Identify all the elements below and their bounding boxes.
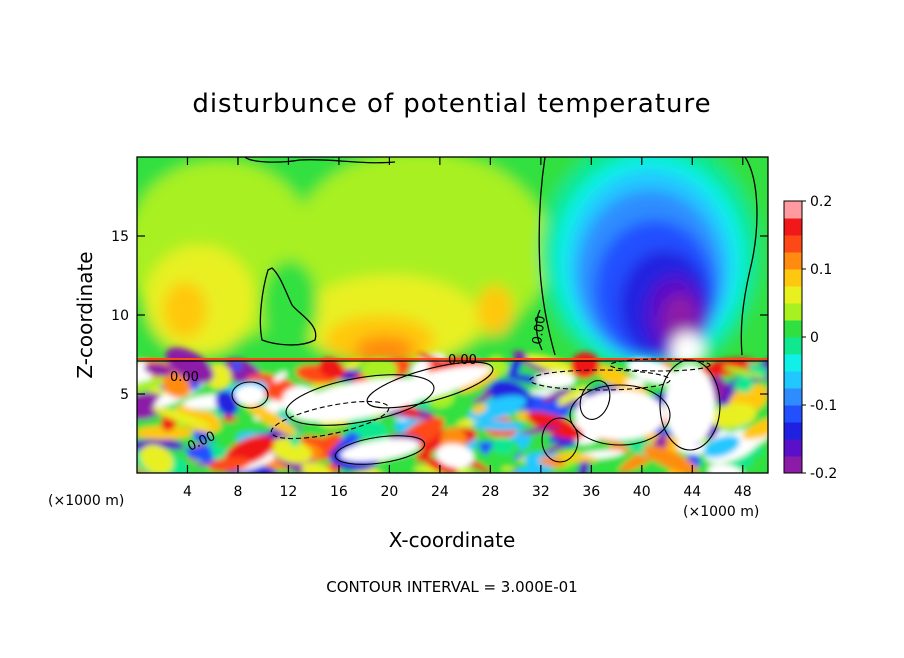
lower-layer (137, 347, 768, 473)
x-tick-label: 36 (582, 484, 600, 500)
heatmap-field (137, 157, 768, 473)
contour-label: 0.00 (448, 353, 477, 368)
contour-interval-note: CONTOUR INTERVAL = 3.000E-01 (326, 578, 577, 596)
y-tick-label: 15 (111, 229, 129, 245)
colorbar-swatch (784, 388, 802, 406)
colorbar-tick-label: -0.2 (810, 466, 837, 482)
colorbar: 0.2 0.1 0 -0.1 -0.2 (783, 194, 837, 482)
y-axis-label: Z-coordinate (73, 251, 97, 378)
x-tick-label: 16 (330, 484, 348, 500)
x-tick-label: 32 (532, 484, 550, 500)
x-tick-label: 48 (734, 484, 752, 500)
x-tick-label: 12 (280, 484, 298, 500)
contour-label: 0.00 (170, 370, 199, 385)
lower-contour-lines (231, 358, 721, 465)
y-tick-label: 5 (120, 387, 129, 403)
x-tick-label: 40 (633, 484, 651, 500)
y-axis: 5 10 15 (111, 229, 768, 403)
contour-lines (244, 157, 758, 356)
x-tick-label: 8 (233, 484, 242, 500)
colorbar-swatch (784, 286, 802, 304)
colorbar-tick-label: 0 (810, 330, 819, 346)
colorbar-swatch (784, 439, 802, 457)
x-axis: 4 8 12 16 20 24 28 32 36 40 44 48 (183, 157, 752, 500)
x-axis-unit-right: (×1000 m) (683, 504, 759, 520)
colorbar-swatch (784, 371, 802, 389)
colorbar-swatch (784, 422, 802, 440)
colorbar-swatch (784, 354, 802, 372)
upper-layer (137, 157, 768, 375)
y-tick-label: 10 (111, 308, 129, 324)
contour-label: 0.00 (530, 315, 549, 346)
colorbar-tick-label: 0.2 (810, 194, 832, 210)
colorbar-swatch (784, 269, 802, 287)
x-tick-label: 24 (431, 484, 449, 500)
colorbar-swatch (784, 303, 802, 321)
x-axis-unit-left: (×1000 m) (48, 493, 124, 509)
x-tick-label: 28 (481, 484, 499, 500)
x-tick-label: 4 (183, 484, 192, 500)
colorbar-swatch (784, 456, 802, 474)
colorbar-swatch (784, 201, 802, 219)
colorbar-swatch (784, 320, 802, 338)
x-tick-label: 44 (683, 484, 701, 500)
chart-title: disturbunce of potential temperature (192, 89, 711, 119)
colorbar-tick-label: -0.1 (810, 398, 837, 414)
x-tick-label: 20 (380, 484, 398, 500)
colorbar-swatch (784, 235, 802, 253)
colorbar-swatch (784, 252, 802, 270)
colorbar-swatch (784, 405, 802, 423)
x-axis-label: X-coordinate (389, 528, 516, 552)
colorbar-tick-label: 0.1 (810, 262, 832, 278)
colorbar-swatch (784, 218, 802, 236)
colorbar-swatch (784, 337, 802, 355)
